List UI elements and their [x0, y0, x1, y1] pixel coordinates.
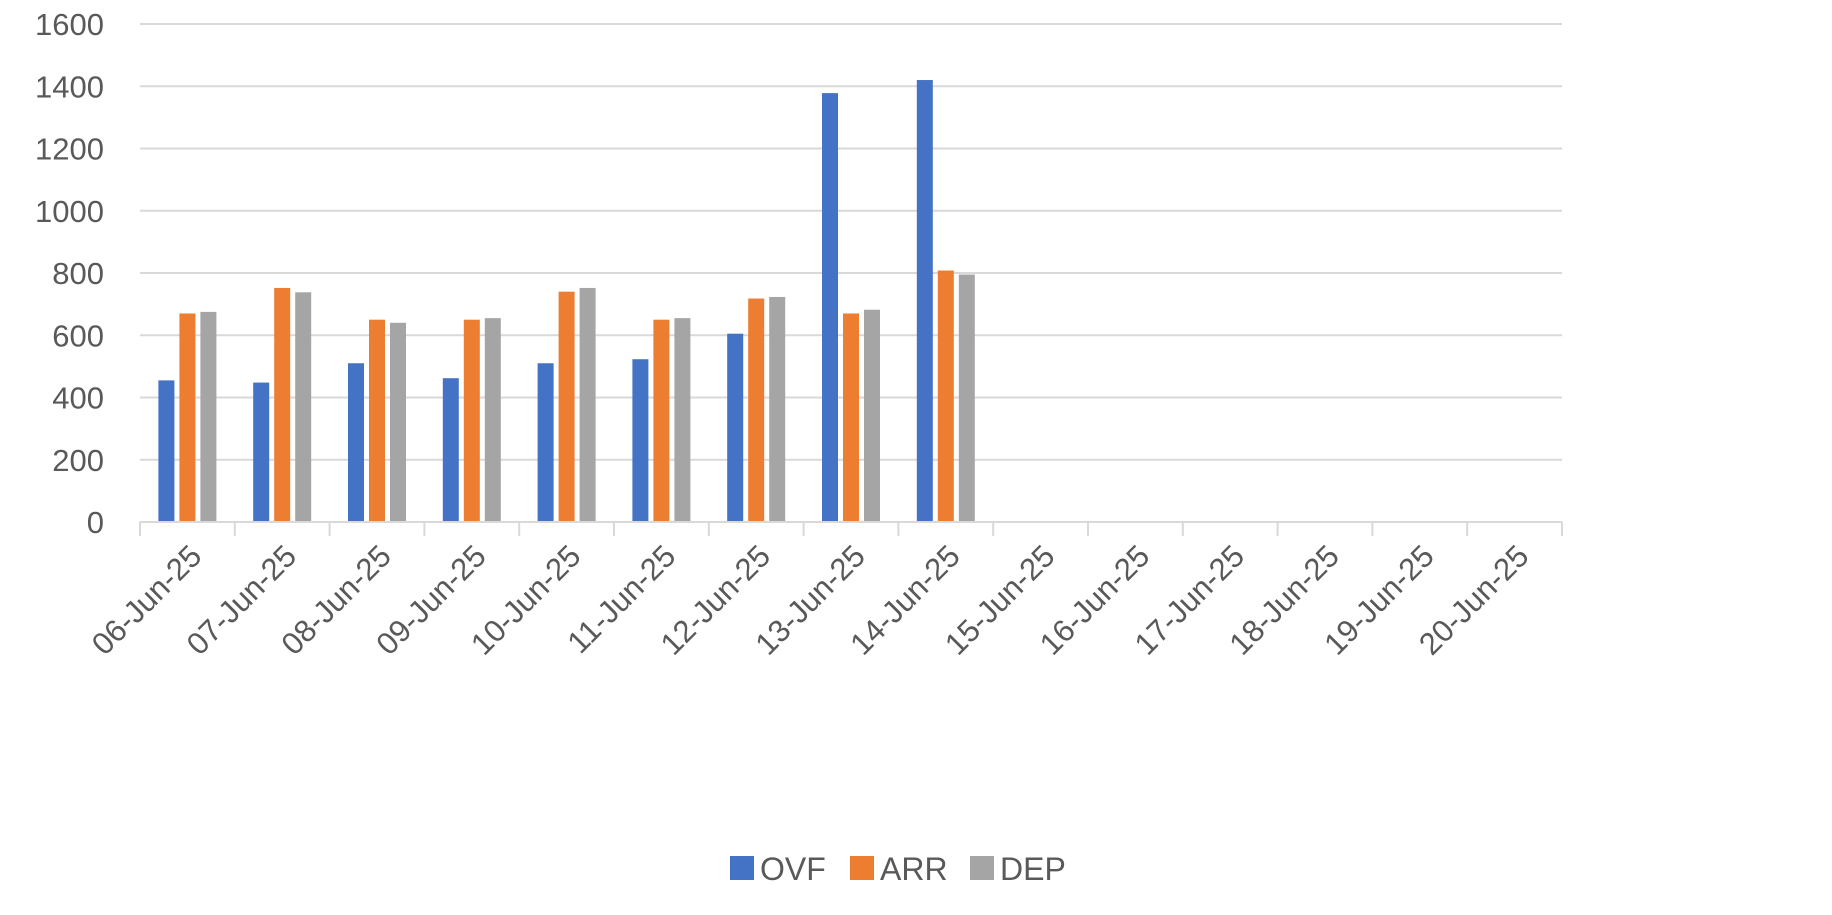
y-tick-label: 1600 — [35, 7, 104, 42]
legend-swatch-ovf — [730, 856, 754, 880]
y-axis-tick-labels: 0 200 400 600 800 1000 1200 1400 1600 — [35, 7, 104, 540]
y-tick-label: 800 — [52, 256, 104, 291]
bar-dep — [200, 312, 216, 522]
bar-dep — [580, 288, 596, 522]
bar-ovf — [538, 363, 554, 522]
bar-dep — [769, 297, 785, 522]
bar-arr — [938, 271, 954, 522]
legend-label-arr: ARR — [880, 851, 948, 887]
y-tick-label: 1000 — [35, 194, 104, 229]
bar-dep — [485, 318, 501, 522]
bar-ovf — [822, 93, 838, 522]
bar-dep — [864, 310, 880, 522]
bar-arr — [179, 313, 195, 522]
y-tick-label: 0 — [87, 505, 104, 540]
y-tick-label: 600 — [52, 318, 104, 353]
bar-arr — [748, 299, 764, 522]
bar-ovf — [253, 383, 269, 522]
legend: OVF ARR DEP — [730, 851, 1066, 887]
bar-arr — [464, 320, 480, 522]
legend-swatch-dep — [970, 856, 994, 880]
bar-dep — [674, 318, 690, 522]
bar-ovf — [727, 334, 743, 522]
y-tick-label: 200 — [52, 443, 104, 478]
bar-arr — [843, 313, 859, 522]
bar-dep — [390, 323, 406, 522]
bar-ovf — [348, 363, 364, 522]
y-tick-label: 1400 — [35, 69, 104, 104]
bar-ovf — [632, 359, 648, 522]
bars — [158, 80, 974, 522]
bar-dep — [295, 292, 311, 522]
y-tick-label: 400 — [52, 381, 104, 416]
legend-swatch-arr — [850, 856, 874, 880]
x-axis — [140, 522, 1562, 536]
bar-arr — [559, 292, 575, 522]
bar-arr — [274, 288, 290, 522]
bar-arr — [653, 320, 669, 522]
bar-ovf — [443, 378, 459, 522]
bar-arr — [369, 320, 385, 522]
bar-ovf — [158, 380, 174, 522]
bar-dep — [959, 275, 975, 522]
y-tick-label: 1200 — [35, 132, 104, 167]
legend-label-ovf: OVF — [760, 851, 826, 887]
x-axis-tick-labels: 06-Jun-2507-Jun-2508-Jun-2509-Jun-2510-J… — [85, 538, 1536, 661]
bar-ovf — [917, 80, 933, 522]
legend-label-dep: DEP — [1000, 851, 1066, 887]
